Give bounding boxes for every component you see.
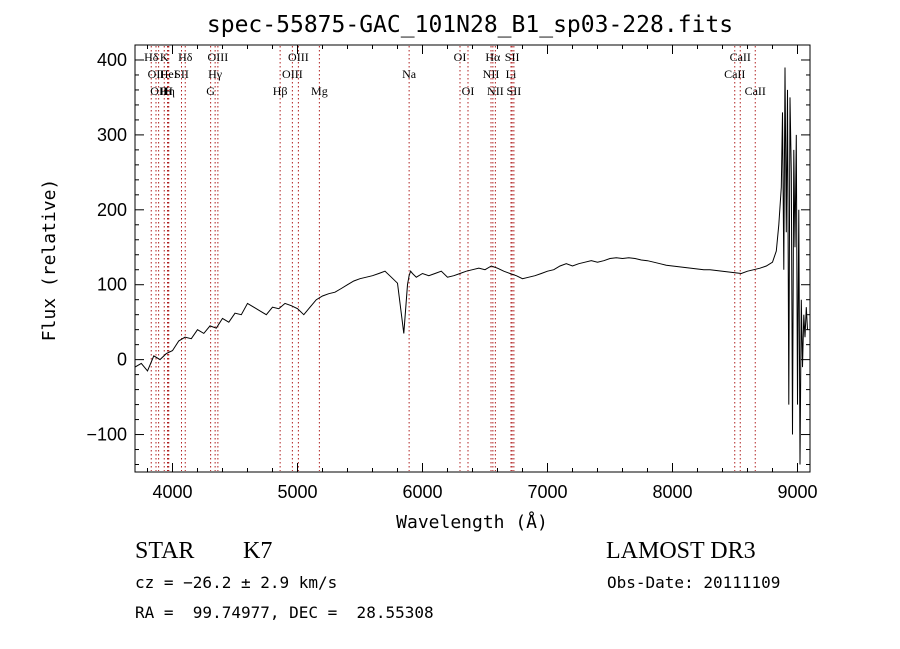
line-label-6: H <box>164 84 173 98</box>
line-label-3: K <box>160 50 169 64</box>
line-label-27: CaII <box>745 84 766 98</box>
x-tick-label-0: 4000 <box>152 482 192 502</box>
x-axis-label: Wavelength (Å) <box>396 511 548 533</box>
x-tick-label-5: 9000 <box>777 482 817 502</box>
line-label-14: OIII <box>288 50 309 64</box>
x-axis: 4000 5000 6000 7000 8000 9000 <box>147 45 818 502</box>
survey-release: LAMOST DR3 <box>606 538 756 564</box>
line-label-4: HeI <box>160 67 178 81</box>
line-label-13: OIII <box>282 67 303 81</box>
observation-date: Obs-Date: 20111109 <box>607 573 781 592</box>
line-label-22: Li <box>506 67 517 81</box>
line-label-12: Hβ <box>273 84 288 98</box>
line-label-7: SII <box>174 67 189 81</box>
x-tick-label-2: 6000 <box>402 482 442 502</box>
y-axis: −100 0 100 200 300 400 <box>86 44 810 466</box>
line-label-20: Hα <box>485 50 501 64</box>
line-label-18: OI <box>462 84 475 98</box>
x-tick-label-1: 5000 <box>277 482 317 502</box>
spectral-subclass: K7 <box>243 538 273 564</box>
line-label-2: OII <box>150 84 167 98</box>
y-tick-label-5: 400 <box>97 50 127 70</box>
line-label-25: CaII <box>724 67 745 81</box>
spectral-class: STAR <box>135 538 195 564</box>
line-label-24: SII <box>507 84 522 98</box>
line-label-16: Na <box>402 67 417 81</box>
line-label-26: CaII <box>730 50 751 64</box>
y-tick-label-0: −100 <box>86 425 127 445</box>
y-axis-label: Flux (relative) <box>39 179 60 342</box>
y-tick-label-2: 100 <box>97 275 127 295</box>
y-tick-label-3: 200 <box>97 200 127 220</box>
line-label-23: SII <box>505 50 520 64</box>
line-label-8: Hδ <box>178 50 193 64</box>
emission-line-markers <box>150 46 756 471</box>
line-label-19: NII <box>483 67 500 81</box>
line-label-21: NII <box>487 84 504 98</box>
line-label-0: Hδ <box>144 50 159 64</box>
line-label-15: Mg <box>311 84 328 98</box>
redshift-velocity: cz = −26.2 ± 2.9 km/s <box>135 573 338 592</box>
line-label-10: Hγ <box>208 67 223 81</box>
line-label-5: Hη <box>160 84 175 98</box>
line-label-17: OI <box>454 50 467 64</box>
y-tick-label-1: 0 <box>117 350 127 370</box>
chart-title: spec-55875-GAC_101N28_B1_sp03-228.fits <box>207 12 733 38</box>
y-tick-label-4: 300 <box>97 125 127 145</box>
spectrum-line <box>134 67 808 465</box>
x-tick-label-4: 8000 <box>652 482 692 502</box>
sky-coordinates: RA = 99.74977, DEC = 28.55308 <box>135 603 434 622</box>
line-label-11: G <box>206 84 215 98</box>
line-label-1: OII <box>148 67 165 81</box>
line-label-9: OIII <box>208 50 229 64</box>
x-tick-label-3: 7000 <box>527 482 567 502</box>
plot-frame <box>134 44 811 473</box>
